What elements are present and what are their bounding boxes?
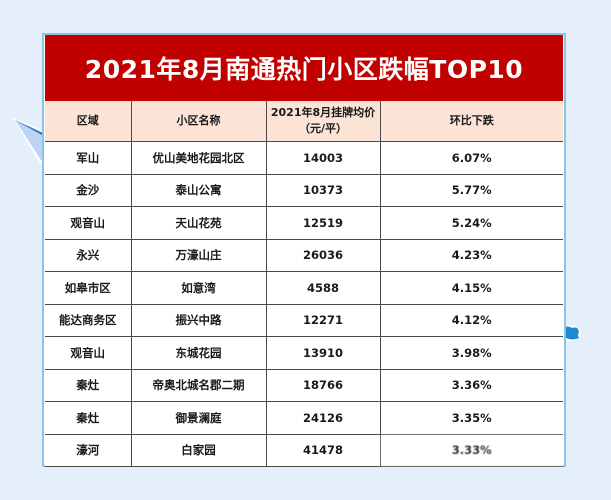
- cell-price: 18766: [265, 368, 381, 402]
- header-community: 小区名称: [130, 101, 267, 142]
- cell-price: 24126: [265, 401, 381, 435]
- cell-decline: 3.35%: [379, 401, 563, 435]
- cell-price: 4588: [265, 271, 381, 305]
- cell-district: 秦灶: [45, 368, 132, 402]
- cell-district: 军山: [45, 141, 132, 175]
- cell-decline: 4.15%: [379, 271, 563, 305]
- table-row: 金沙 泰山公寓 10373 5.77%: [45, 173, 563, 207]
- table-row: 观音山 东城花园 13910 3.98%: [45, 336, 563, 370]
- header-avg-price-line2: （元/平）: [298, 122, 348, 135]
- table-row: 永兴 万濠山庄 26036 4.23%: [45, 238, 563, 272]
- header-avg-price-line1: 2021年8月挂牌均价: [270, 106, 376, 119]
- cell-price: 26036: [265, 238, 381, 272]
- cell-district: 秦灶: [45, 401, 132, 435]
- cell-price: 14003: [265, 141, 381, 175]
- cell-district: 濠河: [45, 433, 132, 467]
- cell-decline: 6.07%: [379, 141, 563, 175]
- table-title: 2021年8月南通热门小区跌幅TOP10: [45, 35, 563, 102]
- cell-community: 东城花园: [130, 336, 267, 370]
- cell-price: 10373: [265, 173, 381, 207]
- header-avg-price: 2021年8月挂牌均价 （元/平）: [265, 101, 381, 142]
- cell-decline: 3.33%: [379, 433, 563, 467]
- cell-district: 能达商务区: [45, 303, 132, 337]
- cell-decline: 4.23%: [379, 238, 563, 272]
- table-row: 秦灶 帝奥北城名郡二期 18766 3.36%: [45, 368, 563, 402]
- cell-price: 41478: [265, 433, 381, 467]
- cell-district: 观音山: [45, 206, 132, 240]
- cell-price: 13910: [265, 336, 381, 370]
- table-row: 观音山 天山花苑 12519 5.24%: [45, 206, 563, 240]
- header-row: 区域 小区名称 2021年8月挂牌均价 （元/平） 环比下跌: [45, 101, 563, 142]
- cell-community: 优山美地花园北区: [130, 141, 267, 175]
- cell-community: 泰山公寓: [130, 173, 267, 207]
- cell-decline: 3.98%: [379, 336, 563, 370]
- cell-decline: 5.24%: [379, 206, 563, 240]
- table-row: 军山 优山美地花园北区 14003 6.07%: [45, 141, 563, 175]
- blue-splash-decoration-icon: [561, 325, 581, 341]
- cell-decline: 3.36%: [379, 368, 563, 402]
- cell-community: 振兴中路: [130, 303, 267, 337]
- cell-district: 如皋市区: [45, 271, 132, 305]
- cell-district: 永兴: [45, 238, 132, 272]
- cell-community: 如意湾: [130, 271, 267, 305]
- table-row: 秦灶 御景澜庭 24126 3.35%: [45, 401, 563, 435]
- cell-price: 12519: [265, 206, 381, 240]
- cell-district: 金沙: [45, 173, 132, 207]
- cell-community: 白家园: [130, 433, 267, 467]
- cell-district: 观音山: [45, 336, 132, 370]
- cell-decline: 4.12%: [379, 303, 563, 337]
- header-district: 区域: [45, 101, 132, 142]
- cell-decline: 5.77%: [379, 173, 563, 207]
- table-row: 濠河 白家园 41478 3.33%: [45, 433, 563, 467]
- cell-community: 天山花苑: [130, 206, 267, 240]
- header-mom-decline: 环比下跌: [379, 101, 563, 142]
- cell-community: 帝奥北城名郡二期: [130, 368, 267, 402]
- cell-community: 万濠山庄: [130, 238, 267, 272]
- cell-price: 12271: [265, 303, 381, 337]
- table-row: 如皋市区 如意湾 4588 4.15%: [45, 271, 563, 305]
- price-decline-table: 区域 小区名称 2021年8月挂牌均价 （元/平） 环比下跌 军山 优山美地花园…: [45, 101, 563, 467]
- table-row: 能达商务区 振兴中路 12271 4.12%: [45, 303, 563, 337]
- cell-community: 御景澜庭: [130, 401, 267, 435]
